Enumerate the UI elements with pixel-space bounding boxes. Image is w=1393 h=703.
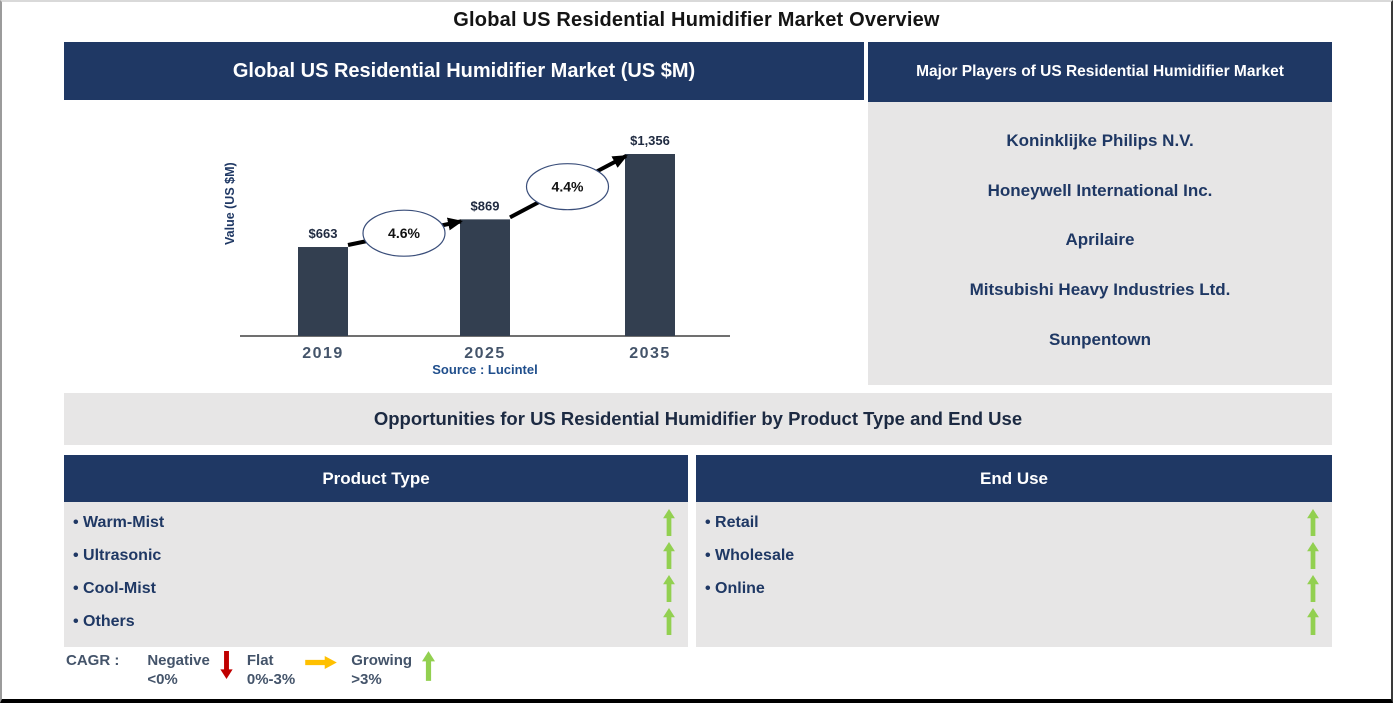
- arrow-down-icon: [220, 651, 233, 679]
- cagr-value-label: 4.4%: [552, 179, 584, 195]
- cagr-legend-entry-range: <0%: [147, 671, 178, 688]
- opportunity-row: • Others: [64, 605, 688, 638]
- arrow-right-icon: [305, 656, 338, 669]
- bar-2019: [298, 247, 348, 336]
- product-type-header: Product Type: [64, 455, 688, 502]
- cagr-legend-entry-name: Growing: [351, 652, 413, 669]
- cagr-growing-arrow-icon: [422, 651, 436, 686]
- bar-value-label: $1,356: [630, 133, 670, 148]
- cagr-legend-entry-text: Negative <0%: [147, 651, 210, 689]
- trend-growing-arrow-icon: [663, 542, 675, 569]
- trend-growing-arrow-icon: [663, 575, 675, 602]
- x-tick-label: 2025: [464, 345, 506, 362]
- trend-growing-arrow-icon: [663, 608, 675, 635]
- opportunity-label: • Warm-Mist: [73, 513, 165, 531]
- trend-growing-arrow-icon: [1307, 608, 1319, 635]
- cagr-oval: [362, 209, 446, 257]
- major-player-item: Mitsubishi Heavy Industries Ltd.: [969, 280, 1231, 300]
- major-players-list: Koninklijke Philips N.V. Honeywell Intern…: [868, 102, 1332, 385]
- cagr-legend-entry-range: 0%-3%: [246, 671, 296, 688]
- opportunity-row: • Cool-Mist: [64, 572, 688, 605]
- trend-growing-arrow-icon: [1307, 542, 1319, 569]
- bar-value-label: $869: [471, 198, 500, 213]
- trend-growing-arrow-icon: [1307, 542, 1319, 569]
- x-tick-label: 2035: [629, 345, 671, 362]
- cagr-legend-label: CAGR :: [66, 652, 120, 669]
- market-chart-header: Global US Residential Humidifier Market …: [64, 42, 864, 100]
- cagr-legend-entries: Negative <0% Flat 0%-3% Growing >3%: [147, 651, 449, 689]
- opportunity-row: • Warm-Mist: [64, 506, 688, 539]
- opportunity-row: • Ultrasonic: [64, 539, 688, 572]
- cagr-legend-entry: Growing >3%: [351, 651, 449, 689]
- cagr-legend-entry: Flat 0%-3%: [247, 651, 351, 689]
- trend-growing-arrow-icon: [663, 509, 675, 536]
- bar-2035: [625, 154, 675, 336]
- trend-growing-arrow-icon: [663, 542, 675, 569]
- opportunity-label: • Online: [705, 579, 765, 597]
- trend-growing-arrow-icon: [1307, 509, 1319, 536]
- opportunity-row: [696, 605, 1332, 638]
- arrow-right-icon: [305, 656, 338, 669]
- major-player-item: Sunpentown: [1049, 330, 1151, 350]
- cagr-legend-entry-name: Flat: [246, 652, 274, 669]
- cagr-flat-arrow-icon: [305, 656, 338, 674]
- y-axis-label: Value (US $M): [223, 162, 237, 245]
- opportunity-label: • Retail: [705, 513, 759, 531]
- cagr-legend-entry-text: Growing >3%: [351, 651, 412, 689]
- arrow-up-icon: [422, 651, 436, 681]
- cagr-legend: CAGR : Negative <0% Flat 0%-3% Growing >3%: [66, 651, 449, 689]
- opportunity-row: • Retail: [696, 506, 1332, 539]
- trend-growing-arrow-icon: [1307, 608, 1319, 635]
- arrow-up-icon: [422, 651, 436, 681]
- page-title: Global US Residential Humidifier Market …: [453, 9, 940, 31]
- bar-value-label: $663: [309, 226, 338, 241]
- end-use-list: • Retail • Wholesale • Online: [696, 502, 1332, 647]
- trend-growing-arrow-icon: [1307, 575, 1319, 602]
- major-players-header: Major Players of US Residential Humidifi…: [868, 42, 1332, 102]
- cagr-value-label: 4.6%: [388, 225, 420, 241]
- trend-growing-arrow-icon: [663, 509, 675, 536]
- opportunity-row: • Online: [696, 572, 1332, 605]
- arrow-down-icon: [220, 651, 233, 679]
- end-use-header: End Use: [696, 455, 1332, 502]
- cagr-legend-entry-text: Flat 0%-3%: [247, 651, 295, 689]
- major-player-item: Honeywell International Inc.: [987, 180, 1213, 200]
- opportunity-label: • Ultrasonic: [73, 546, 162, 564]
- source-label: Source : Lucintel: [432, 362, 537, 377]
- x-tick-label: 2019: [302, 345, 344, 362]
- opportunity-label: • Others: [73, 612, 135, 630]
- trend-growing-arrow-icon: [663, 575, 675, 602]
- market-bar-chart-svg: Value (US $M) $663 2019 $869 2025 $1,356 2035 4…: [223, 133, 730, 377]
- product-type-list: • Warm-Mist • Ultrasonic • Cool-Mist • Othe…: [64, 502, 688, 647]
- cagr-legend-entry-name: Negative: [147, 652, 210, 669]
- cagr-legend-entry-range: >3%: [351, 671, 382, 688]
- opportunity-label: • Cool-Mist: [73, 579, 156, 597]
- bar-2025: [460, 219, 510, 336]
- cagr-oval: [525, 163, 610, 211]
- trend-growing-arrow-icon: [1307, 509, 1319, 536]
- market-bar-chart: Value (US $M) $663 2019 $869 2025 $1,356 2035 4…: [64, 102, 864, 394]
- major-player-item: Koninklijke Philips N.V.: [1006, 130, 1194, 150]
- major-player-item: Aprilaire: [1065, 230, 1135, 250]
- cagr-negative-arrow-icon: [220, 651, 233, 684]
- trend-growing-arrow-icon: [663, 608, 675, 635]
- opportunity-label: • Wholesale: [705, 546, 795, 564]
- opportunities-banner: Opportunities for US Residential Humidif…: [64, 393, 1332, 445]
- cagr-legend-entry: Negative <0%: [147, 651, 247, 689]
- trend-growing-arrow-icon: [1307, 575, 1319, 602]
- opportunity-row: • Wholesale: [696, 539, 1332, 572]
